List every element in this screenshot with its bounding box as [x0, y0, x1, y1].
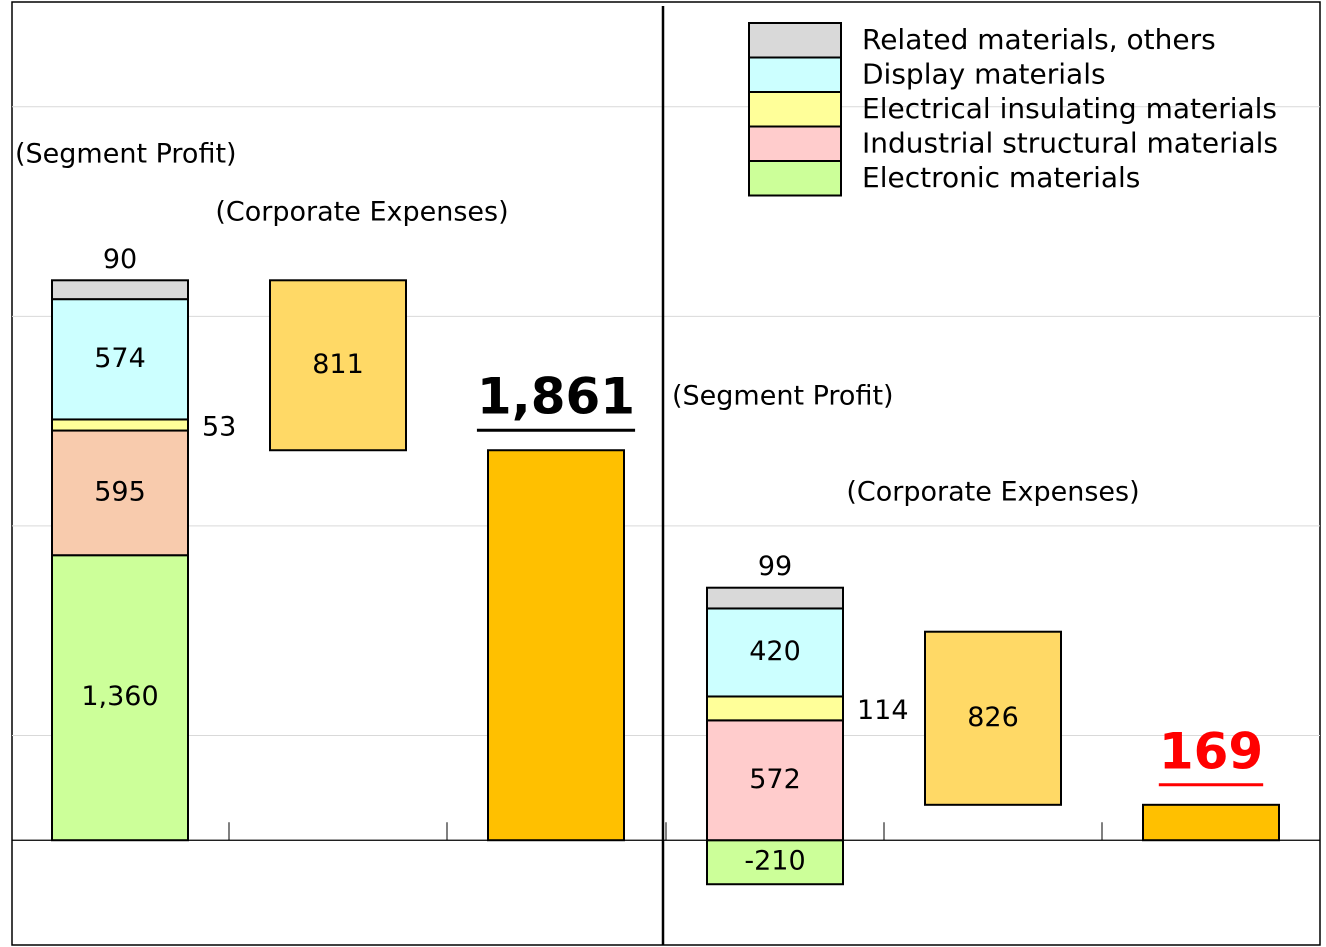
value-label: 53	[202, 411, 236, 442]
segment-bar	[706, 586, 844, 610]
result-label: 169	[1159, 722, 1263, 780]
value-label: -210	[744, 846, 805, 877]
expenses-label: (Corporate Expenses)	[215, 197, 508, 228]
segment-bar	[51, 429, 189, 557]
value-label: 1,360	[81, 681, 158, 712]
expenses-label: (Corporate Expenses)	[846, 477, 1139, 508]
legend-label: Electrical insulating materials	[862, 92, 1277, 125]
legend-label: Electronic materials	[862, 161, 1140, 194]
legend-swatch	[748, 56, 842, 93]
segment-bar	[51, 418, 189, 432]
segment-bar	[706, 607, 844, 698]
value-label: 811	[312, 349, 364, 380]
value-label: 90	[103, 244, 137, 275]
segment-bar	[706, 719, 844, 842]
result-label: 1,861	[477, 368, 635, 426]
value-label: 114	[857, 695, 909, 726]
legend-swatch	[748, 22, 842, 59]
expenses-bar	[924, 630, 1062, 806]
value-label: 99	[758, 551, 792, 582]
segment-bar	[51, 298, 189, 421]
segment-bar	[706, 695, 844, 722]
legend-swatch	[748, 91, 842, 128]
value-label: 826	[967, 702, 1019, 733]
value-label: 572	[749, 764, 801, 795]
legend-swatch	[748, 160, 842, 197]
legend-label: Display materials	[862, 58, 1106, 91]
segment-bar	[706, 839, 844, 886]
result-bar	[487, 449, 625, 842]
segment-bar	[51, 279, 189, 301]
value-label: 574	[94, 343, 146, 374]
segment-label: (Segment Profit)	[672, 381, 894, 412]
legend-label: Industrial structural materials	[862, 127, 1278, 160]
result-bar	[1142, 803, 1280, 842]
legend-swatch	[748, 125, 842, 162]
value-label: 595	[94, 476, 146, 507]
segment-label: (Segment Profit)	[15, 139, 237, 170]
segment-bar	[51, 554, 189, 842]
frame	[11, 1, 1321, 946]
legend-label: Related materials, others	[862, 23, 1216, 56]
expenses-bar	[269, 279, 407, 452]
value-label: 420	[749, 636, 801, 667]
